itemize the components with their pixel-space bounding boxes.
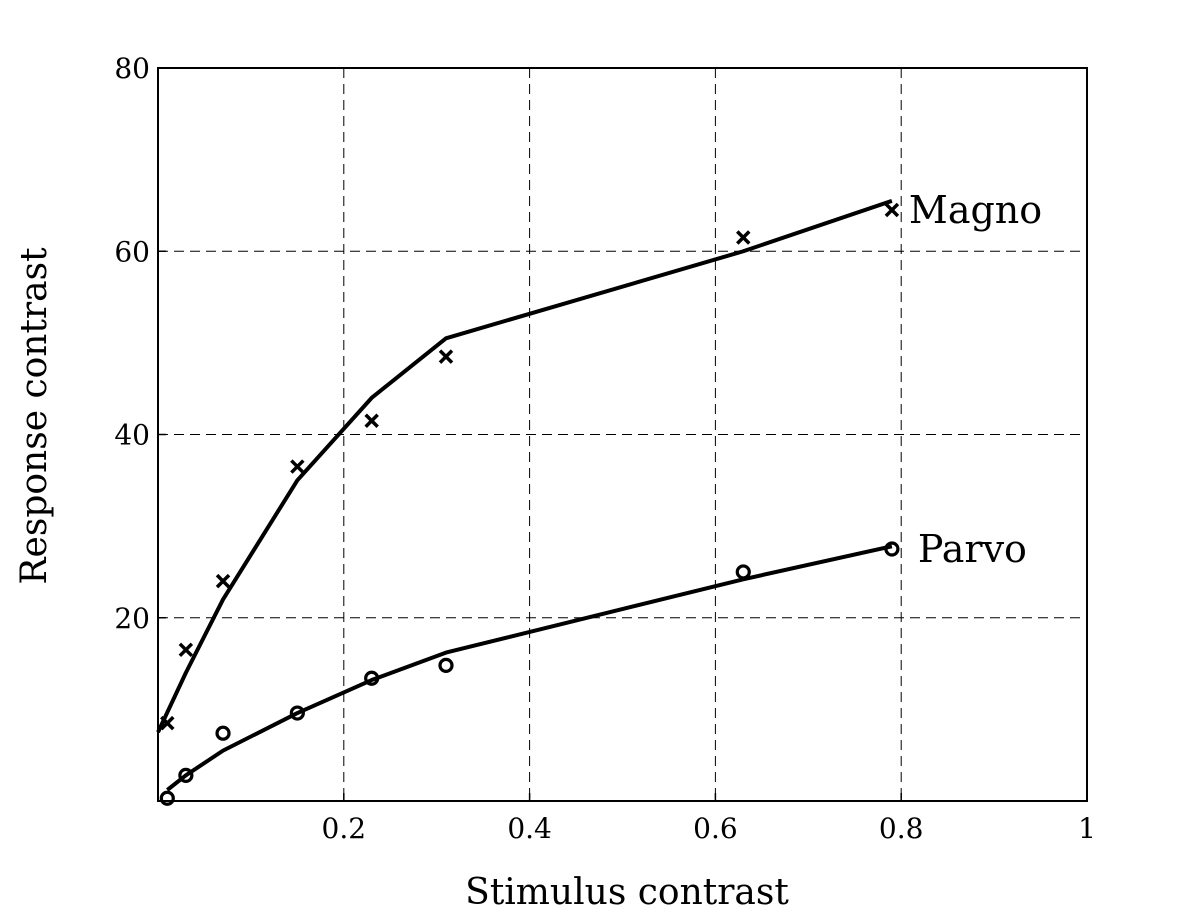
x-axis-label: Stimulus contrast xyxy=(465,872,789,913)
y-axis-label: Response contrast xyxy=(14,247,55,585)
parvo-data-point xyxy=(159,790,175,806)
parvo-series-label: Parvo xyxy=(918,527,1027,571)
y-tick-label: 20 xyxy=(114,602,150,635)
magno-series-label: Magno xyxy=(909,188,1042,232)
x-tick-label: 0.4 xyxy=(507,812,552,845)
parvo-data-point xyxy=(289,705,305,721)
grid-lines xyxy=(158,68,1087,801)
y-tick-label: 60 xyxy=(114,235,150,268)
parvo-data-point xyxy=(215,725,231,741)
parvo-data-point xyxy=(884,541,900,557)
magno-data-point xyxy=(736,230,751,245)
parvo-data-point xyxy=(178,767,194,783)
parvo-data-point xyxy=(364,670,380,686)
y-tick-label: 40 xyxy=(114,419,150,452)
magno-fit-line xyxy=(156,198,893,734)
x-tick-label: 1 xyxy=(1078,812,1096,845)
x-tick-label: 0.8 xyxy=(879,812,924,845)
magno-data-point xyxy=(178,642,194,658)
plot-frame xyxy=(157,67,1088,802)
magno-data-point xyxy=(215,573,231,589)
magno-data-point xyxy=(438,349,454,364)
y-tick-label: 80 xyxy=(114,52,150,85)
magno-data-point xyxy=(160,715,175,731)
series-parvo: Parvo xyxy=(159,527,1027,806)
parvo-data-point xyxy=(735,564,751,580)
parvo-data-point xyxy=(438,657,454,673)
x-tick-label: 0.6 xyxy=(693,812,738,845)
series: Magno Parvo xyxy=(156,188,1042,806)
x-tick-label: 0.2 xyxy=(322,812,367,845)
ticks: 0.2 0.4 0.6 0.8 1 20 40 60 80 xyxy=(114,52,1096,845)
magno-data-point xyxy=(884,202,900,218)
magno-data-point xyxy=(290,459,305,474)
series-magno: Magno xyxy=(156,188,1042,734)
magno-data-point xyxy=(364,413,379,428)
